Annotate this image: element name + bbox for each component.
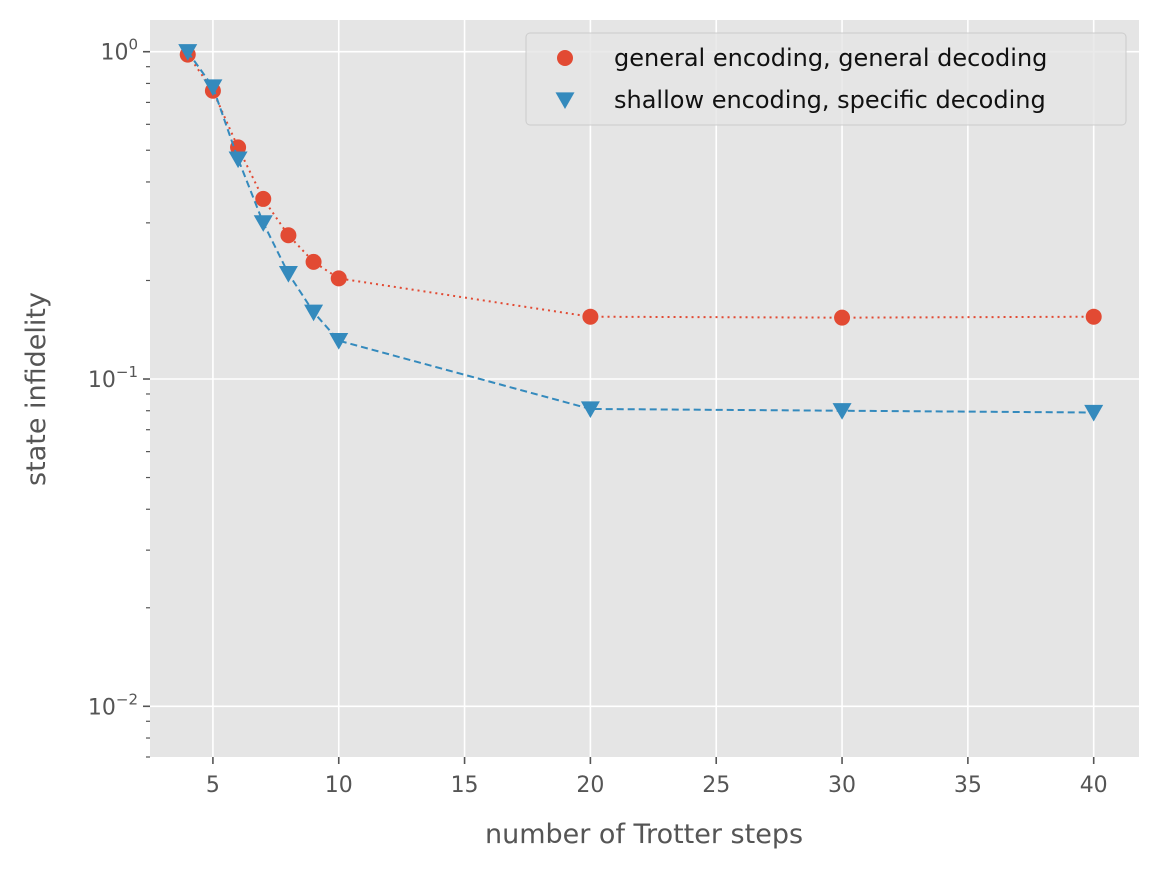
- legend-box: [525, 32, 1127, 126]
- data-point: [329, 333, 349, 350]
- data-point: [203, 79, 223, 97]
- x-axis-label: number of Trotter steps: [485, 819, 803, 850]
- y-minor-ticks: [146, 66, 150, 758]
- x-tick-label: 20: [576, 773, 604, 798]
- data-point: [228, 151, 248, 169]
- y-tick-label: 10−1: [88, 363, 138, 393]
- x-tick-label: 35: [954, 773, 982, 798]
- x-tick-label: 30: [828, 773, 856, 798]
- data-point: [832, 403, 852, 420]
- data-point: [1084, 404, 1104, 422]
- plot-area: [150, 20, 1139, 757]
- legend-marker-general: [557, 50, 573, 66]
- data-point: [230, 139, 247, 156]
- legend-label-general: general encoding, general decoding: [614, 44, 1047, 72]
- legend-marker-symbol: [555, 92, 575, 110]
- data-point: [253, 215, 273, 232]
- series-line: [186, 51, 1094, 414]
- x-axis-ticks: 5 10 15 20 25 30 35 40: [206, 757, 1108, 798]
- data-point: [330, 270, 347, 287]
- data-point: [178, 44, 198, 61]
- series-1: [178, 44, 1104, 422]
- data-point: [278, 265, 298, 283]
- data-point: [834, 309, 851, 326]
- y-axis-label: state infidelity: [21, 292, 52, 486]
- legend: general encoding, general decoding shall…: [525, 32, 1127, 126]
- x-tick-label: 10: [325, 773, 353, 798]
- data-point: [255, 190, 272, 207]
- data-point: [582, 308, 599, 325]
- data-point: [1085, 308, 1102, 325]
- data-point: [580, 401, 600, 418]
- data-point: [304, 304, 324, 322]
- legend-label-shallow: shallow encoding, specific decoding: [614, 86, 1046, 114]
- y-tick-label: 10−2: [88, 690, 138, 720]
- x-tick-label: 5: [206, 773, 220, 798]
- series-layer: [178, 44, 1104, 422]
- legend-marker-symbol: [557, 50, 573, 66]
- legend-marker-shallow: [555, 92, 575, 110]
- series-0: [179, 46, 1102, 326]
- y-tick-label: 100: [100, 36, 138, 66]
- series-line: [186, 54, 1094, 319]
- y-axis-ticks: 100 10−1 10−2: [88, 36, 150, 720]
- x-tick-label: 25: [702, 773, 730, 798]
- x-tick-label: 15: [451, 773, 479, 798]
- x-tick-label: 40: [1080, 773, 1108, 798]
- data-point: [305, 253, 322, 270]
- data-point: [280, 227, 297, 244]
